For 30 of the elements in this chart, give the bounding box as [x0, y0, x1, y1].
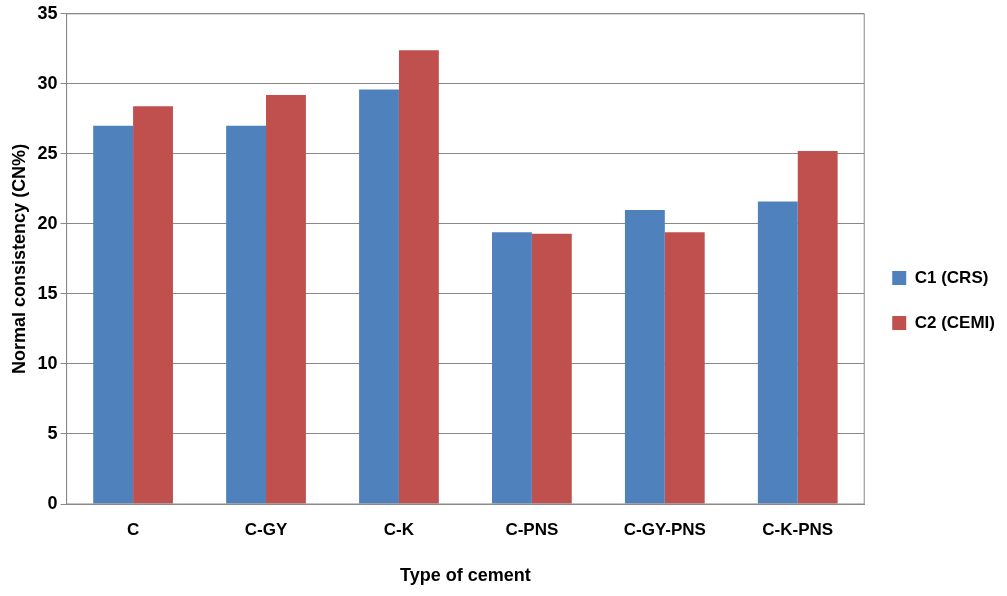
y-tick-label: 25: [37, 142, 58, 163]
bar: [757, 201, 798, 504]
bar: [492, 232, 532, 504]
y-tick-label: 15: [37, 282, 58, 303]
bar: [266, 95, 306, 504]
y-axis-title: Normal consistency (CN%): [8, 143, 29, 374]
x-axis-title: Type of cement: [400, 565, 531, 586]
x-tick-label: C-GY-PNS: [623, 519, 706, 539]
legend-label: C1 (CRS): [914, 267, 989, 287]
bar: [133, 106, 173, 504]
y-tick-label: 5: [47, 422, 58, 443]
bar: [226, 125, 267, 504]
bar: [93, 125, 134, 504]
y-tick-label: 35: [37, 2, 58, 23]
x-tick-label: C: [126, 519, 140, 539]
x-tick-label: C-K-PNS: [762, 519, 834, 539]
bar: [664, 232, 705, 504]
y-tick-label: 30: [37, 72, 58, 93]
bar: [624, 209, 665, 504]
bar: [398, 50, 439, 504]
bar: [531, 233, 572, 504]
x-tick-label: C-PNS: [505, 519, 559, 539]
x-tick-label: C-GY: [244, 519, 288, 539]
bar: [359, 89, 399, 504]
y-tick-label: 20: [37, 212, 58, 233]
y-tick-label: 0: [47, 492, 58, 513]
y-tick-label: 10: [37, 352, 58, 373]
bar: [797, 151, 838, 504]
legend-label: C2 (CEMI): [914, 312, 995, 332]
x-tick-label: C-K: [383, 519, 415, 539]
